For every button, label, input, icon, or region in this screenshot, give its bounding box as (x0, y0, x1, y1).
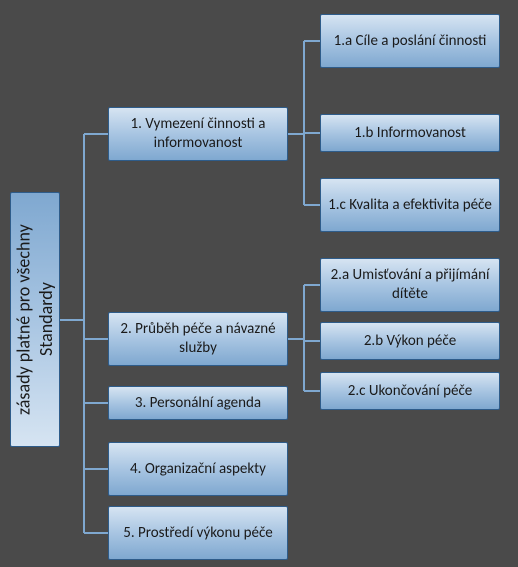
tree-root-node: zásady platné pro všechny Standardy (10, 192, 60, 447)
tree-node-2c: 2.c Ukončování péče (320, 372, 500, 410)
tree-node-2a: 2.a Umisťování a přijímání dítěte (320, 258, 500, 312)
tree-node-1: 1. Vymezení činnosti a informovanost (108, 107, 288, 161)
tree-node-3: 3. Personální agenda (108, 386, 288, 420)
tree-node-2b: 2.b Výkon péče (320, 322, 500, 360)
tree-node-1a: 1.a Cíle a poslání činnosti (320, 14, 500, 68)
tree-node-4: 4. Organizační aspekty (108, 442, 288, 496)
tree-node-1c: 1.c Kvalita a efektivita péče (320, 178, 500, 232)
tree-node-2: 2. Průběh péče a návazné služby (108, 312, 288, 366)
tree-node-1b: 1.b Informovanost (320, 114, 500, 152)
tree-node-5: 5. Prostředí výkonu péče (108, 506, 288, 560)
